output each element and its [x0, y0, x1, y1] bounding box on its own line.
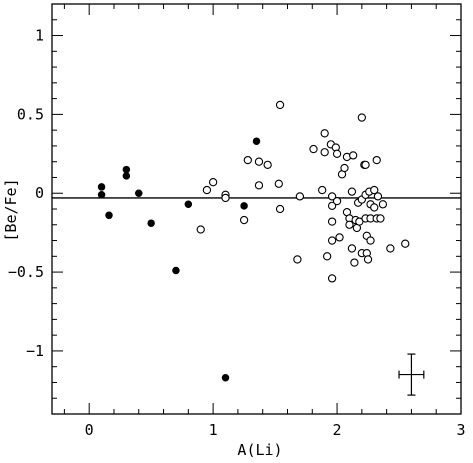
data-point-filled [240, 202, 248, 210]
data-point-open [327, 217, 337, 226]
axis-ticks-group [52, 3, 462, 415]
y-tick-label: −0.5 [8, 263, 44, 281]
data-point-open [239, 215, 249, 225]
data-point-open [309, 144, 318, 154]
data-point-open [263, 160, 272, 169]
data-point-open [370, 203, 379, 212]
data-point-open [340, 163, 349, 173]
data-point-open [376, 214, 385, 223]
data-point-open [370, 185, 379, 195]
data-point-open [322, 252, 332, 261]
data-point-open [327, 201, 337, 210]
data-point-filled [122, 165, 131, 174]
data-point-open [332, 149, 342, 158]
data-point-filled [135, 189, 143, 197]
error-bar-group [398, 353, 425, 396]
data-point-open [363, 255, 373, 264]
data-point-open [349, 151, 358, 160]
y-tick-label: 0 [35, 184, 44, 202]
data-point-open [361, 160, 370, 169]
y-tick-label: −1 [26, 342, 44, 360]
data-point-filled [122, 172, 131, 180]
data-point-filled [172, 266, 180, 275]
data-point-open [366, 236, 375, 245]
tick-labels-group: 0 1 2 3 −1 −0.5 0 0.5 1 [8, 27, 466, 439]
data-point-open [295, 192, 305, 201]
data-point-open [327, 274, 337, 283]
data-point-open [202, 185, 212, 195]
data-point-filled [97, 183, 106, 191]
data-point-open [345, 220, 354, 229]
plot-frame [51, 3, 462, 415]
data-point-open [275, 204, 285, 214]
data-point-open [275, 100, 285, 110]
data-point-open [373, 192, 383, 201]
data-point-open [357, 113, 366, 122]
data-point-open [318, 185, 327, 195]
data-point-open [378, 200, 388, 209]
data-point-open [347, 244, 357, 253]
x-tick-label: 1 [209, 421, 218, 439]
x-tick-label: 2 [333, 421, 342, 439]
data-point-open [335, 233, 344, 242]
data-point-open [401, 239, 410, 248]
data-point-filled [97, 191, 106, 199]
data-point-filled [252, 137, 261, 145]
data-point-open [221, 193, 230, 203]
y-tick-label: 1 [35, 27, 44, 45]
data-point-filled [221, 373, 230, 382]
x-tick-label: 3 [456, 421, 465, 439]
data-point-open [347, 187, 357, 196]
y-tick-label: 0.5 [17, 105, 44, 123]
data-point-open [320, 129, 329, 138]
data-point-open [254, 181, 264, 190]
data-point-open [320, 148, 329, 157]
data-point-open [372, 155, 381, 165]
data-point-open [196, 225, 205, 234]
data-point-open [327, 236, 337, 245]
data-point-open [293, 255, 302, 264]
plot-frame-group [51, 3, 462, 415]
data-points-group [97, 100, 410, 382]
data-point-open [243, 155, 252, 165]
data-point-open [332, 196, 342, 206]
data-point-open [274, 179, 283, 188]
data-point-filled [147, 219, 155, 227]
data-point-filled [184, 200, 193, 209]
data-point-open [386, 244, 395, 253]
data-point-open [208, 178, 218, 187]
x-tick-label: 0 [85, 421, 94, 439]
data-point-open [350, 258, 359, 267]
y-axis-title: [Be/Fe] [2, 178, 20, 241]
data-point-open [254, 157, 264, 166]
x-axis-title: A(Li) [237, 441, 282, 459]
data-point-filled [105, 211, 113, 220]
data-point-open [327, 192, 337, 201]
